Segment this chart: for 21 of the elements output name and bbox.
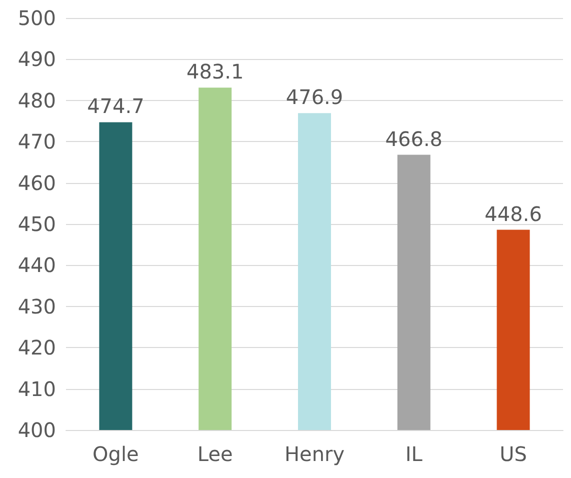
y-tick-label: 490: [18, 47, 56, 72]
x-tick-label: US: [500, 442, 527, 466]
x-tick-label: Ogle: [92, 442, 139, 466]
y-tick-label: 450: [18, 212, 56, 236]
y-tick-label: 500: [18, 6, 56, 30]
y-tick-label: 440: [18, 253, 56, 278]
data-label: 474.7: [87, 94, 144, 118]
y-tick-label: 420: [18, 336, 56, 360]
data-label: 483.1: [186, 60, 244, 84]
y-tick-label: 460: [18, 170, 56, 195]
x-tick-label: IL: [405, 442, 424, 466]
y-tick-label: 470: [18, 130, 56, 154]
y-tick-label: 410: [18, 376, 56, 401]
data-label: 448.6: [484, 202, 542, 226]
y-tick-label: 400: [18, 418, 56, 442]
y-tick-label: 480: [18, 88, 56, 112]
x-tick-label: Lee: [197, 442, 233, 466]
x-tick-label: Henry: [284, 442, 345, 466]
y-tick-label: 430: [18, 294, 56, 318]
data-label: 476.9: [286, 85, 344, 110]
data-label: 466.8: [385, 126, 443, 151]
